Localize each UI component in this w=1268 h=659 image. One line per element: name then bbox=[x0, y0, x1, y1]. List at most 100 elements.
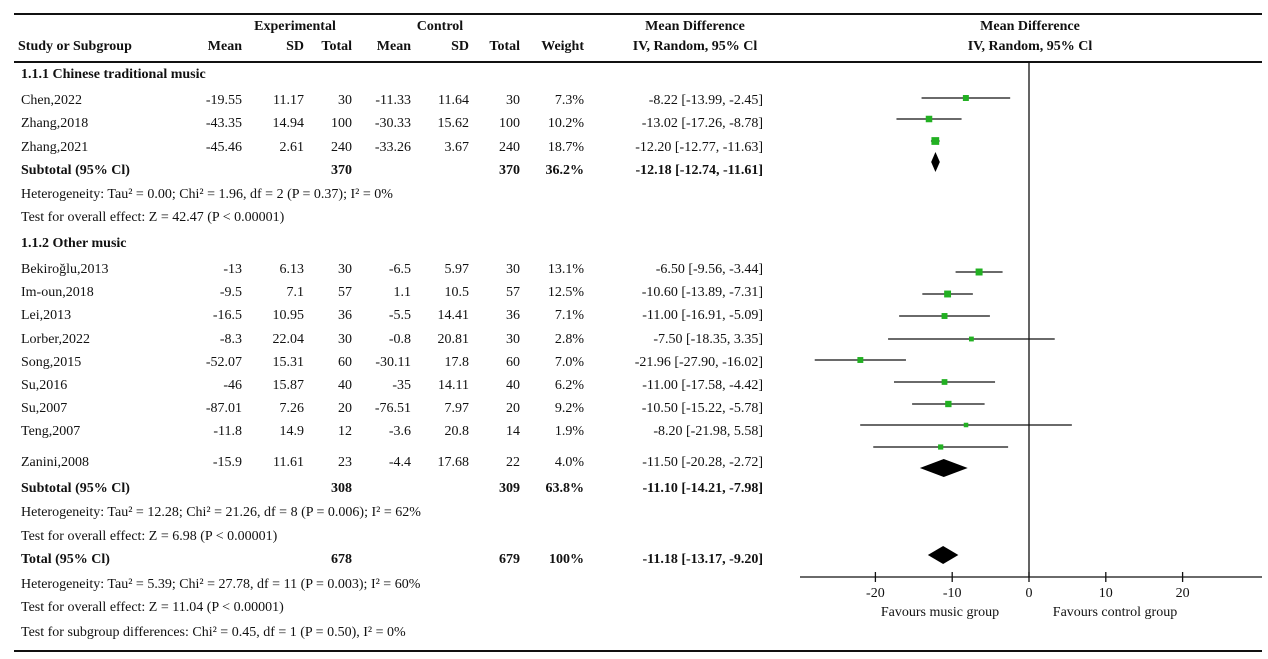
cell-exp-mean: -8.3 bbox=[219, 332, 242, 347]
cell-exp-total: 30 bbox=[338, 332, 352, 347]
cell-exp-total: 240 bbox=[331, 140, 352, 155]
cell-mean-difference-ci: -11.50 [-20.28, -2.72] bbox=[642, 455, 763, 470]
cell-exp-sd: 11.17 bbox=[273, 93, 304, 108]
pooled-diamond bbox=[931, 152, 940, 172]
cell-weight: 7.3% bbox=[554, 93, 584, 108]
cell-ctrl-mean: -3.6 bbox=[388, 424, 411, 439]
cell-ctrl-mean: -5.5 bbox=[388, 308, 411, 323]
text-label: Heterogeneity: Tau² = 5.39; Chi² = 27.78… bbox=[21, 577, 421, 592]
cell-exp-total: 30 bbox=[338, 93, 352, 108]
study-marker bbox=[945, 400, 952, 408]
study-marker bbox=[925, 115, 933, 123]
header-plot-title: Mean Difference bbox=[980, 19, 1080, 34]
cell-weight: 7.0% bbox=[554, 355, 584, 370]
cell-ctrl-total: 100 bbox=[499, 116, 520, 131]
cell-ctrl-sd: 7.97 bbox=[444, 401, 470, 416]
col-header-ctrl-total: Total bbox=[489, 39, 520, 54]
cell-exp-total: 60 bbox=[338, 355, 352, 370]
study-marker bbox=[941, 379, 948, 385]
study-label: Su,2016 bbox=[21, 378, 68, 393]
cell-weight: 18.7% bbox=[547, 140, 584, 155]
cell-exp-sd: 7.1 bbox=[286, 285, 305, 300]
cell-weight: 63.8% bbox=[545, 481, 585, 496]
cell-weight: 2.8% bbox=[554, 332, 584, 347]
cell-exp-sd: 14.94 bbox=[272, 116, 305, 131]
cell-ctrl-sd: 11.64 bbox=[438, 93, 469, 108]
cell-ctrl-total: 30 bbox=[506, 93, 520, 108]
study-marker bbox=[857, 357, 864, 363]
cell-mean-difference-ci: -7.50 [-18.35, 3.35] bbox=[653, 332, 763, 347]
cell-exp-total: 23 bbox=[338, 455, 352, 470]
subtotal-label: Subtotal (95% Cl) bbox=[21, 163, 130, 178]
cell-exp-mean: -16.5 bbox=[212, 308, 242, 323]
cell-mean-difference-ci: -11.00 [-17.58, -4.42] bbox=[642, 378, 763, 393]
pooled-diamond bbox=[927, 546, 959, 564]
cell-exp-mean: -15.9 bbox=[212, 455, 242, 470]
study-label: Teng,2007 bbox=[21, 424, 81, 439]
x-tick-label: 10 bbox=[1098, 586, 1113, 601]
study-label: Su,2007 bbox=[21, 401, 68, 416]
cell-weight: 6.2% bbox=[554, 378, 584, 393]
cell-exp-total: 100 bbox=[331, 116, 352, 131]
study-marker bbox=[963, 422, 969, 428]
cell-ctrl-sd: 15.62 bbox=[437, 116, 470, 131]
cell-ctrl-mean: -33.26 bbox=[374, 140, 411, 155]
cell-exp-total: 40 bbox=[338, 378, 352, 393]
study-marker bbox=[968, 336, 974, 342]
favours-right-label: Favours control group bbox=[1052, 605, 1178, 620]
cell-mean-difference-ci: -11.00 [-16.91, -5.09] bbox=[642, 308, 763, 323]
cell-mean-difference-ci: -11.18 [-13.17, -9.20] bbox=[642, 552, 763, 567]
cell-mean-difference-ci: -12.20 [-12.77, -11.63] bbox=[635, 140, 763, 155]
subtotal-label: Subtotal (95% Cl) bbox=[21, 481, 130, 496]
study-label: Zanini,2008 bbox=[21, 455, 90, 470]
col-header-ctrl-mean: Mean bbox=[376, 39, 411, 54]
cell-exp-total: 57 bbox=[338, 285, 352, 300]
cell-exp-mean: -13 bbox=[223, 262, 242, 277]
cell-exp-mean: -45.46 bbox=[205, 140, 242, 155]
cell-ctrl-total: 20 bbox=[506, 401, 520, 416]
cell-mean-difference-ci: -12.18 [-12.74, -11.61] bbox=[635, 163, 763, 178]
cell-ctrl-total: 370 bbox=[499, 163, 520, 178]
cell-weight: 4.0% bbox=[554, 455, 584, 470]
cell-weight: 10.2% bbox=[547, 116, 584, 131]
study-label: Zhang,2021 bbox=[21, 140, 89, 155]
study-label: Im-oun,2018 bbox=[21, 285, 94, 300]
cell-weight: 7.1% bbox=[554, 308, 584, 323]
cell-exp-total: 20 bbox=[338, 401, 352, 416]
study-label: Lei,2013 bbox=[21, 308, 72, 323]
text-label: Heterogeneity: Tau² = 12.28; Chi² = 21.2… bbox=[21, 505, 421, 520]
cell-ctrl-total: 309 bbox=[499, 481, 520, 496]
text-label: Heterogeneity: Tau² = 0.00; Chi² = 1.96,… bbox=[21, 187, 393, 202]
study-marker bbox=[941, 313, 948, 319]
cell-mean-difference-ci: -21.96 [-27.90, -16.02] bbox=[634, 355, 763, 370]
x-tick-label: -10 bbox=[942, 586, 962, 601]
cell-ctrl-total: 60 bbox=[506, 355, 520, 370]
cell-ctrl-sd: 17.68 bbox=[437, 455, 470, 470]
cell-ctrl-total: 22 bbox=[506, 455, 520, 470]
cell-exp-total: 12 bbox=[338, 424, 352, 439]
cell-exp-sd: 7.26 bbox=[279, 401, 305, 416]
text-label: Test for overall effect: Z = 42.47 (P < … bbox=[21, 210, 285, 225]
cell-ctrl-sd: 5.97 bbox=[444, 262, 470, 277]
study-marker bbox=[962, 95, 969, 101]
cell-weight: 9.2% bbox=[554, 401, 584, 416]
cell-exp-mean: -46 bbox=[223, 378, 242, 393]
x-tick-label: 20 bbox=[1175, 586, 1190, 601]
cell-ctrl-mean: -30.33 bbox=[374, 116, 411, 131]
study-label: Song,2015 bbox=[21, 355, 82, 370]
header-md-title: Mean Difference bbox=[645, 19, 745, 34]
cell-mean-difference-ci: -10.50 [-15.22, -5.78] bbox=[641, 401, 763, 416]
cell-exp-mean: -43.35 bbox=[205, 116, 242, 131]
top-rule bbox=[14, 13, 1262, 15]
col-header-exp-total: Total bbox=[321, 39, 352, 54]
cell-exp-total: 30 bbox=[338, 262, 352, 277]
header-rule bbox=[14, 61, 1262, 63]
cell-weight: 1.9% bbox=[554, 424, 584, 439]
cell-ctrl-sd: 17.8 bbox=[444, 355, 470, 370]
cell-ctrl-mean: -30.11 bbox=[375, 355, 411, 370]
cell-mean-difference-ci: -6.50 [-9.56, -3.44] bbox=[655, 262, 763, 277]
cell-exp-sd: 10.95 bbox=[272, 308, 305, 323]
cell-ctrl-sd: 3.67 bbox=[444, 140, 470, 155]
bottom-rule bbox=[14, 650, 1262, 652]
cell-ctrl-total: 57 bbox=[506, 285, 520, 300]
